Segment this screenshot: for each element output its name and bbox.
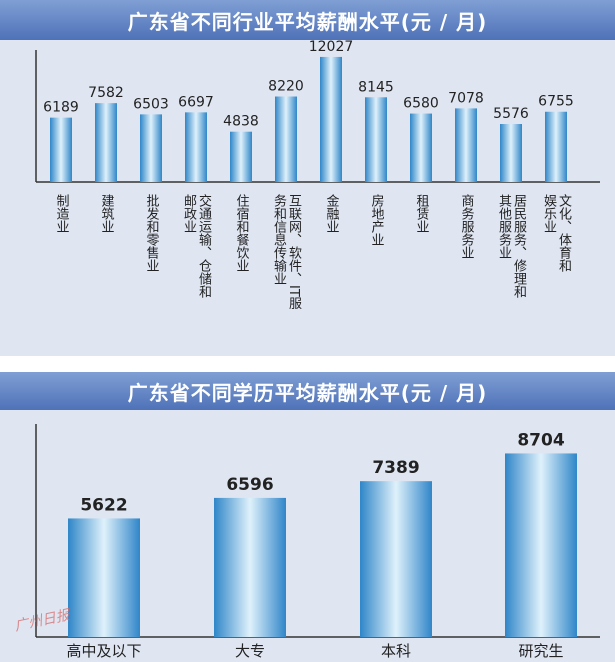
industry-category-label: 居民服务、修理和 [511,194,527,298]
industry-category-label: 文化、体育和 [556,194,572,272]
industry-category-label: 娱乐业 [541,194,557,233]
industry-value-label: 7582 [88,85,124,101]
industry-category-label: 租赁业 [414,194,430,233]
industry-category-label: 房地产业 [369,193,385,246]
industry-category-label: 其他服务业 [496,194,512,259]
industry-bar [500,124,522,182]
industry-category-label: 住宿和餐饮业 [234,194,250,272]
education-bar [68,518,140,637]
industry-value-label: 6755 [538,94,574,110]
industry-value-label: 6697 [178,94,214,110]
industry-bar [185,112,207,182]
industry-bar [545,111,567,182]
industry-chart-background [0,40,615,356]
education-bar [505,453,577,637]
industry-bar [230,131,252,182]
education-bar [360,481,432,637]
education-value-label: 5622 [80,495,127,515]
industry-bar [50,117,72,182]
education-bar [214,497,286,637]
industry-value-label: 5576 [493,106,529,122]
industry-value-label: 6189 [43,100,79,116]
education-salary-panel: 广东省不同学历平均薪酬水平(元 / 月) 5622 高中及以下 6596 大专 7389… [0,372,615,662]
industry-value-label: 8145 [358,79,394,95]
education-salary-chart: 5622 高中及以下 6596 大专 7389 本科 8704 研究生 [35,424,600,660]
education-value-label: 6596 [226,475,273,495]
education-category-label: 大专 [235,642,265,660]
industry-value-label: 4838 [223,114,259,130]
industry-value-label: 12027 [309,39,354,55]
industry-bar [275,96,297,182]
industry-bar [320,56,342,182]
industry-category-label: 互联网、软件、IT服 [286,194,302,310]
industry-category-label: 建筑业 [99,194,115,233]
industry-category-label: 批发和零售业 [144,194,160,272]
education-chart-title: 广东省不同学历平均薪酬水平(元 / 月) [0,372,615,410]
industry-category-label: 交通运输、仓储和 [196,193,212,298]
education-value-label: 8704 [517,430,564,450]
education-category-label: 高中及以下 [66,642,141,660]
industry-value-label: 8220 [268,79,304,95]
education-category-label: 研究生 [518,642,563,660]
industry-salary-panel: 广东省不同行业平均薪酬水平(元 / 月) 6189 制造业 7582 建筑业 6503 批… [0,0,615,356]
industry-chart-title: 广东省不同行业平均薪酬水平(元 / 月) [0,0,615,40]
industry-category-label: 商务服务业 [459,194,475,259]
industry-value-label: 7078 [448,90,484,106]
industry-category-label: 制造业 [54,194,70,233]
industry-category-label: 金融业 [324,193,340,233]
industry-bar [410,113,432,182]
industry-bar [365,97,387,182]
industry-bar [95,103,117,182]
industry-category-label: 务和信息传输业 [271,193,287,285]
industry-value-label: 6580 [403,96,439,112]
industry-bar [455,108,477,182]
education-value-label: 7389 [372,458,419,478]
industry-category-label: 邮政业 [181,194,197,233]
industry-value-label: 6503 [133,96,169,112]
education-category-label: 本科 [381,642,411,660]
industry-bar [140,114,162,182]
